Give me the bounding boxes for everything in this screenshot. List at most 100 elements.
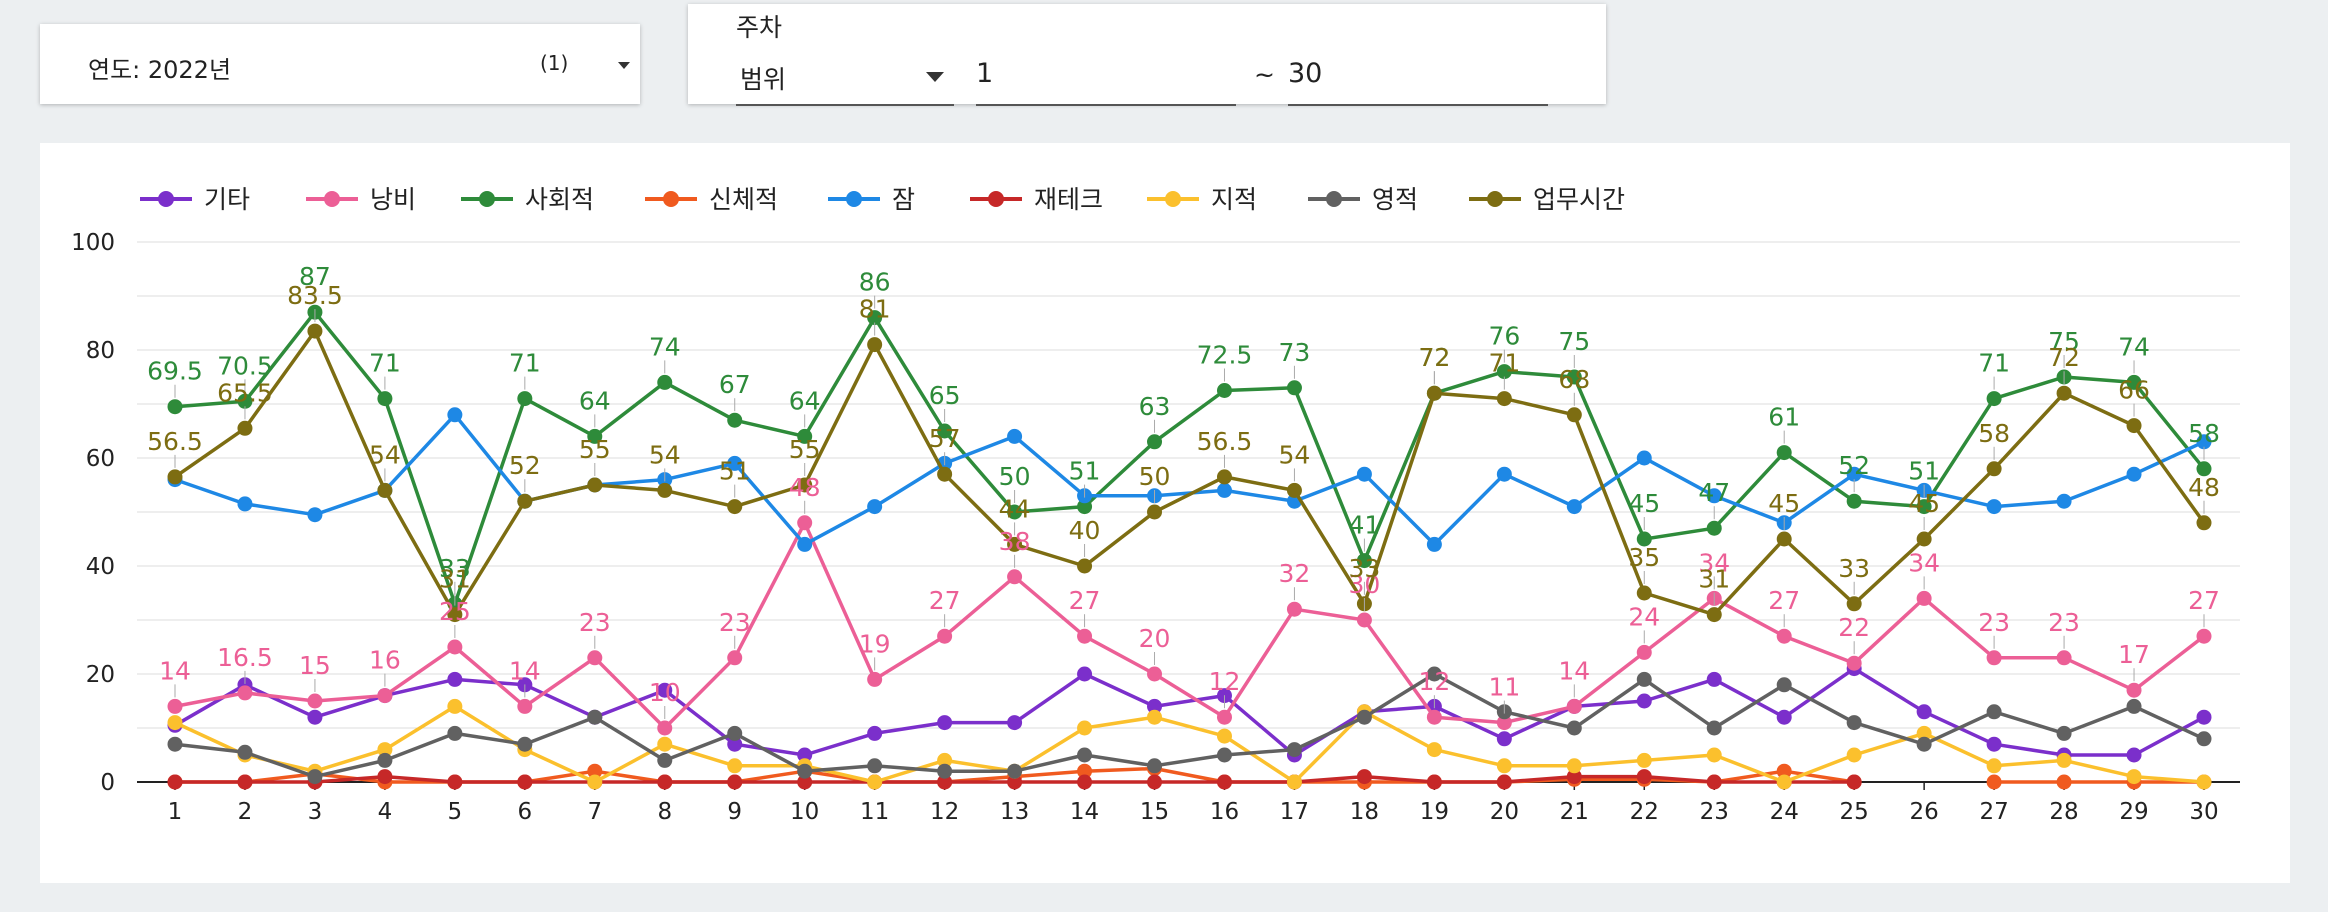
legend-item[interactable]: 업무시간 <box>1469 185 1625 214</box>
data-point <box>167 469 183 485</box>
legend-item[interactable]: 잠 <box>828 185 915 214</box>
data-point <box>237 744 253 760</box>
data-label: 12 <box>1209 667 1241 696</box>
data-point <box>727 455 743 471</box>
week-from-input[interactable] <box>976 58 1196 89</box>
data-point <box>2126 374 2142 390</box>
legend-marker <box>324 191 340 207</box>
series-line <box>174 329 2206 617</box>
data-point <box>2056 493 2072 509</box>
data-label: 14 <box>1558 656 1590 685</box>
data-label: 52 <box>509 451 541 480</box>
data-point <box>1286 380 1302 396</box>
data-label: 17 <box>2118 640 2150 669</box>
x-tick-label: 6 <box>518 799 533 825</box>
data-label: 12 <box>1418 667 1450 696</box>
x-tick-label: 14 <box>1070 799 1099 825</box>
data-point <box>447 774 463 790</box>
data-point <box>727 774 743 790</box>
data-label: 27 <box>2188 586 2220 615</box>
data-label: 56.5 <box>1197 427 1253 456</box>
data-label: 58 <box>2188 419 2220 448</box>
data-point <box>1216 747 1232 763</box>
year-filter[interactable]: 연도: 2022년 (1) <box>40 24 640 104</box>
data-point <box>1846 493 1862 509</box>
data-point <box>1216 728 1232 744</box>
data-label: 41 <box>1349 511 1381 540</box>
data-point <box>657 736 673 752</box>
data-label: 65 <box>929 381 961 410</box>
data-point <box>727 650 743 666</box>
data-label: 66 <box>2118 376 2150 405</box>
data-point <box>447 607 463 623</box>
data-point <box>797 536 813 552</box>
data-point <box>657 482 673 498</box>
data-point <box>1776 774 1792 790</box>
data-label: 45 <box>1908 489 1940 518</box>
data-point <box>1216 383 1232 398</box>
data-label: 72 <box>2048 343 2080 372</box>
data-label: 64 <box>789 386 821 415</box>
week-filter-title: 주차 <box>736 13 783 42</box>
y-tick-label: 60 <box>86 446 115 472</box>
legend-item[interactable]: 신체적 <box>645 185 778 214</box>
data-point <box>1496 391 1512 407</box>
legend-item[interactable]: 사회적 <box>461 185 594 214</box>
data-label: 87 <box>299 262 331 291</box>
data-point <box>1636 752 1652 768</box>
data-point <box>867 310 883 326</box>
data-point <box>1496 731 1512 747</box>
data-label: 11 <box>1488 673 1520 702</box>
data-point <box>867 671 883 687</box>
legend-item[interactable]: 지적 <box>1147 185 1257 214</box>
data-point <box>447 407 463 423</box>
x-tick-label: 4 <box>378 799 393 825</box>
legend-item[interactable]: 재테크 <box>970 185 1103 214</box>
data-point <box>1776 531 1792 547</box>
legend-item[interactable]: 낭비 <box>306 185 416 214</box>
data-point <box>937 763 953 779</box>
data-point <box>167 399 183 415</box>
legend-item[interactable]: 영적 <box>1308 185 1418 214</box>
legend-item[interactable]: 기타 <box>140 185 250 214</box>
y-tick-label: 20 <box>86 662 115 688</box>
data-point <box>1916 531 1932 547</box>
data-label: 54 <box>1279 440 1311 469</box>
legend-marker <box>663 191 679 207</box>
legend-label: 사회적 <box>525 185 594 214</box>
x-tick-label: 25 <box>1840 799 1869 825</box>
data-point <box>2056 385 2072 401</box>
data-point <box>2056 650 2072 666</box>
data-point <box>1147 666 1163 682</box>
data-point <box>1986 736 2002 752</box>
data-point <box>1496 758 1512 774</box>
caret-down-icon[interactable] <box>618 62 630 69</box>
data-point <box>1216 482 1232 498</box>
data-point <box>447 639 463 655</box>
data-label: 23 <box>579 608 611 637</box>
data-point <box>1007 569 1023 585</box>
range-mode-value: 범위 <box>740 65 787 94</box>
data-point <box>1986 650 2002 666</box>
data-point <box>377 769 393 785</box>
data-point <box>1356 709 1372 725</box>
data-point <box>1286 742 1302 758</box>
data-point <box>1426 666 1442 682</box>
x-tick-label: 9 <box>727 799 742 825</box>
data-point <box>1846 747 1862 763</box>
data-label: 51 <box>1908 457 1940 486</box>
chart-panel: 0 20 40 60 80 100 1 2 3 4 5 6 7 8 9 10 11 12 13 14 15 16 17 18 1… <box>40 143 2290 883</box>
x-tick-label: 18 <box>1350 799 1379 825</box>
series-line <box>174 521 2206 730</box>
data-point <box>1636 450 1652 466</box>
data-label: 14 <box>159 656 191 685</box>
series-line <box>175 766 2204 784</box>
data-point <box>1426 385 1442 401</box>
data-point <box>937 774 953 790</box>
data-point <box>307 709 323 725</box>
week-to-input[interactable] <box>1288 58 1518 89</box>
data-label: 74 <box>649 332 681 361</box>
data-point <box>2196 628 2212 644</box>
data-label: 34 <box>1698 548 1730 577</box>
data-label: 47 <box>1698 478 1730 507</box>
